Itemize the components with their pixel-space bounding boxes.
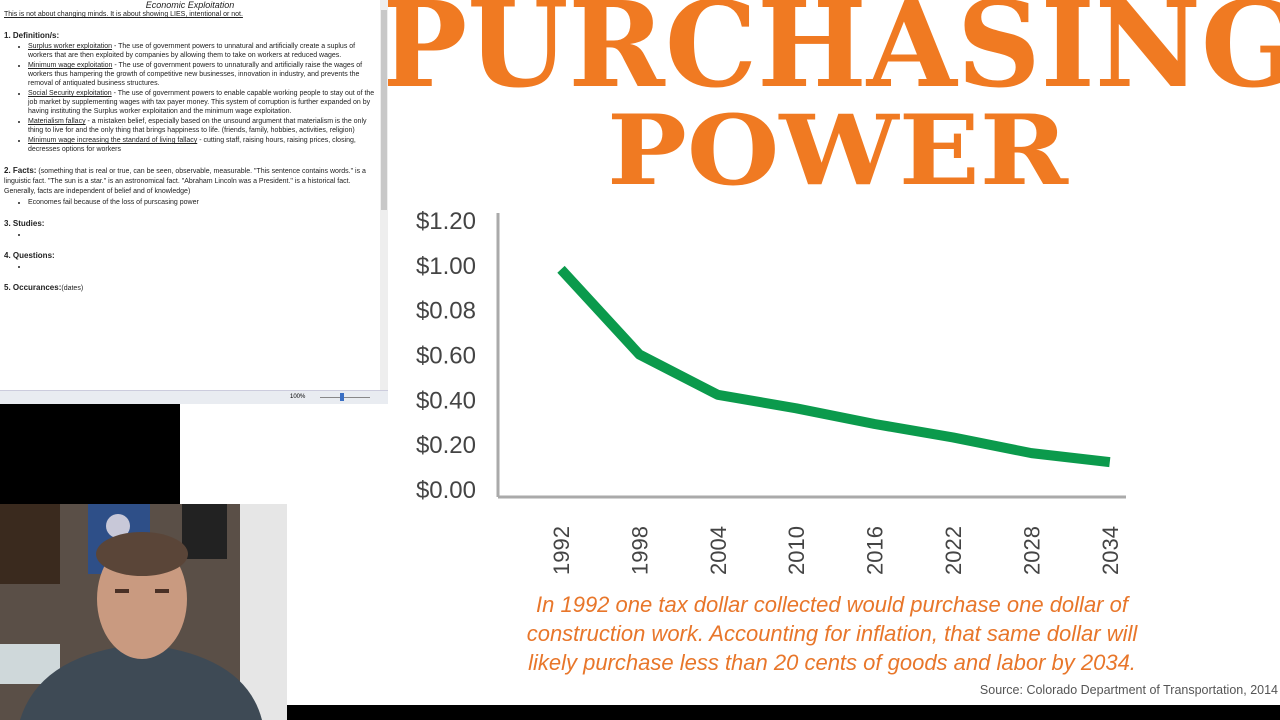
scroll-thumb[interactable]: [381, 10, 387, 210]
term: Materialism fallacy: [28, 118, 86, 125]
webcam: [0, 504, 287, 720]
x-tick-label: 2022: [941, 526, 966, 575]
x-tick-label: 1992: [549, 526, 574, 575]
empty-bullet: [28, 262, 380, 271]
zoom-thumb[interactable]: [340, 393, 344, 401]
heading-text: 1. Definition/s:: [4, 31, 60, 40]
section-heading: 2. Facts: (something that is real or tru…: [4, 166, 376, 196]
bullet-item: Social Security exploitation - The use o…: [28, 89, 380, 116]
term: Surplus worker exploitation: [28, 43, 113, 50]
x-tick-label: 2034: [1098, 526, 1123, 575]
bullet-list: [0, 230, 380, 239]
term: Social Security exploitation: [28, 90, 112, 97]
document: Economic Exploitation This is not about c…: [0, 0, 380, 390]
y-tick-label: $1.20: [416, 208, 476, 235]
y-tick-label: $0.20: [416, 432, 476, 459]
status-bar: 100%: [0, 390, 388, 404]
item-text: - cutting staff, raising hours, raising …: [28, 137, 356, 153]
bullet-item: Minimum wage exploitation - The use of g…: [28, 61, 380, 88]
x-tick-label: 2004: [706, 526, 731, 575]
title-line: POWER: [607, 94, 1069, 207]
y-tick-label: $0.40: [416, 387, 476, 414]
doc-intro: This is not about changing minds. It is …: [4, 11, 243, 18]
heading-text: 2. Facts:: [4, 166, 37, 175]
title-line: PURCHASING: [388, 0, 1280, 114]
section-heading: 3. Studies:: [4, 219, 376, 228]
y-tick-label: $1.00: [416, 253, 476, 280]
zoom-slider[interactable]: [320, 397, 370, 398]
heading-text: 5. Occurances:: [4, 283, 62, 292]
data-line: [557, 265, 1111, 468]
doc-title: Economic Exploitation: [145, 0, 235, 10]
term: Minimum wage exploitation: [28, 62, 113, 69]
bullet-list: Economes fail because of the loss of pur…: [0, 198, 380, 207]
bullet-list: [0, 262, 380, 271]
section-heading: 5. Occurances:(dates): [4, 283, 376, 293]
bullet-item: Economes fail because of the loss of pur…: [28, 198, 380, 207]
heading-text: 4. Questions:: [4, 251, 55, 260]
item-text: Economes fail because of the loss of pur…: [28, 199, 199, 206]
item-text: - The use of government powers to unnatu…: [28, 43, 356, 59]
black-panel: [0, 404, 180, 504]
section-heading: 4. Questions:: [4, 251, 376, 260]
bullet-item: Materialism fallacy - a mistaken belief,…: [28, 117, 380, 135]
x-tick-label: 1998: [627, 526, 652, 575]
source: Source: Colorado Department of Transport…: [980, 683, 1278, 697]
bullet-item: Surplus worker exploitation - The use of…: [28, 42, 380, 60]
x-tick-label: 2010: [784, 526, 809, 575]
item-text: - The use of government powers to unnatu…: [28, 62, 363, 87]
caption-line: In 1992 one tax dollar collected would p…: [536, 592, 1131, 617]
bullet-item: Minimum wage increasing the standard of …: [28, 136, 380, 154]
item-text: - The use of government powers to enable…: [28, 90, 375, 115]
section-note: (dates): [61, 285, 84, 292]
item-text: - a mistaken belief, especially based on…: [28, 118, 367, 134]
section-heading: 1. Definition/s:: [4, 31, 376, 40]
heading-text: 3. Studies:: [4, 219, 45, 228]
bullet-list: Surplus worker exploitation - The use of…: [0, 42, 380, 154]
section-note: (something that is real or true, can be …: [4, 168, 366, 195]
caption-line: construction work. Accounting for inflat…: [527, 621, 1139, 646]
y-tick-label: $0.60: [416, 343, 476, 370]
x-tick-label: 2016: [863, 526, 888, 575]
x-tick-label: 2028: [1019, 526, 1044, 575]
zoom-level: 100%: [290, 394, 306, 400]
empty-bullet: [28, 230, 380, 239]
caption-line: likely purchase less than 20 cents of go…: [528, 650, 1136, 675]
term: Minimum wage increasing the standard of …: [28, 137, 198, 144]
y-tick-label: $0.08: [416, 298, 476, 325]
y-tick-label: $0.00: [416, 477, 476, 504]
scrollbar[interactable]: [380, 0, 388, 390]
black-bar: [287, 705, 1280, 720]
